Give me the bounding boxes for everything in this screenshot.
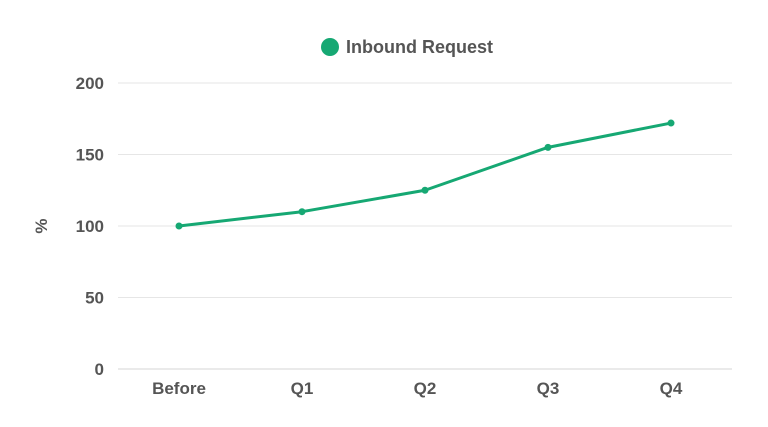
legend-swatch-inbound-request bbox=[321, 38, 339, 56]
data-point bbox=[298, 208, 306, 216]
legend-label-inbound-request: Inbound Request bbox=[346, 37, 493, 57]
data-point bbox=[175, 222, 183, 230]
y-tick-label: 50 bbox=[85, 289, 104, 308]
series-layer bbox=[175, 119, 675, 230]
x-tick-label: Q2 bbox=[414, 379, 437, 398]
y-tick-label: 150 bbox=[76, 146, 104, 165]
y-axis-ticks: 0 50 100 150 200 bbox=[76, 74, 104, 379]
series-line bbox=[177, 121, 673, 228]
x-tick-label: Q3 bbox=[537, 379, 560, 398]
y-tick-label: 200 bbox=[76, 74, 104, 93]
data-point bbox=[544, 143, 552, 151]
data-point bbox=[667, 119, 675, 127]
legend: Inbound Request bbox=[321, 37, 493, 57]
y-axis-title: % bbox=[32, 218, 51, 233]
x-axis-ticks: Before Q1 Q2 Q3 Q4 bbox=[152, 379, 683, 398]
x-tick-label: Before bbox=[152, 379, 206, 398]
y-tick-label: 100 bbox=[76, 217, 104, 236]
gridlines bbox=[118, 82, 732, 370]
y-tick-label: 0 bbox=[95, 360, 104, 379]
x-tick-label: Q4 bbox=[660, 379, 683, 398]
x-tick-label: Q1 bbox=[291, 379, 314, 398]
data-point bbox=[421, 186, 429, 194]
